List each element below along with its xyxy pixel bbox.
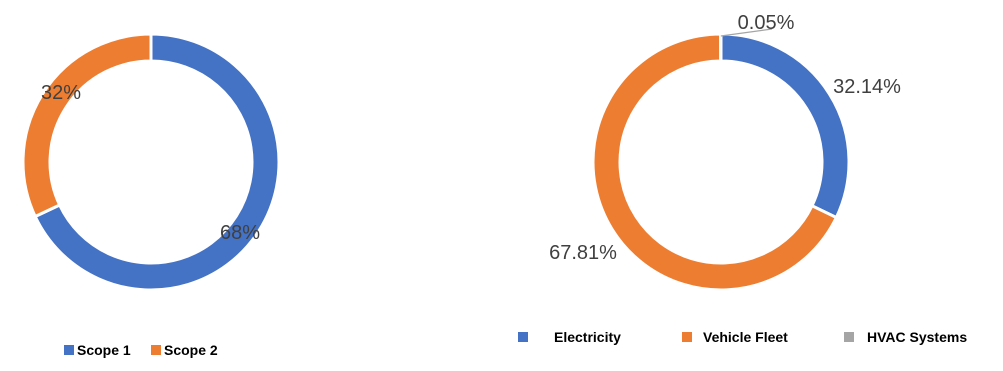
legend-label-vehicle-fleet: Vehicle Fleet [703, 329, 788, 345]
data-label-hvac-systems: 0.05% [738, 12, 795, 34]
data-label-vehicle-fleet: 67.81% [549, 242, 617, 264]
legend-swatch-vehicle-fleet [682, 332, 692, 342]
legend-label-hvac-systems: HVAC Systems [867, 329, 967, 345]
legend-swatch-hvac-systems [844, 332, 854, 342]
legend-swatch-scope-1 [64, 345, 74, 355]
data-label-scope-2: 32% [41, 82, 81, 104]
data-label-scope-1: 68% [220, 222, 260, 244]
data-label-electricity: 32.14% [833, 76, 901, 98]
legend-swatch-scope-2 [151, 345, 161, 355]
donut-slice-electricity [719, 32, 851, 220]
leader-line [720, 28, 773, 37]
donut-slice-scope-2 [21, 32, 153, 219]
legend-label-scope-2: Scope 2 [164, 342, 218, 358]
donut-slice-scope-1 [33, 32, 281, 292]
scope-donut-chart: 68% 32% Scope 1 Scope 2 [21, 32, 281, 358]
source-donut-chart: 32.14% 67.81% 0.05% Electricity Vehicle Flee… [518, 12, 967, 345]
donut-slice-vehicle-fleet [591, 32, 839, 292]
legend-label-scope-1: Scope 1 [77, 342, 131, 358]
legend-swatch-electricity [518, 332, 528, 342]
legend-label-electricity: Electricity [554, 329, 621, 345]
